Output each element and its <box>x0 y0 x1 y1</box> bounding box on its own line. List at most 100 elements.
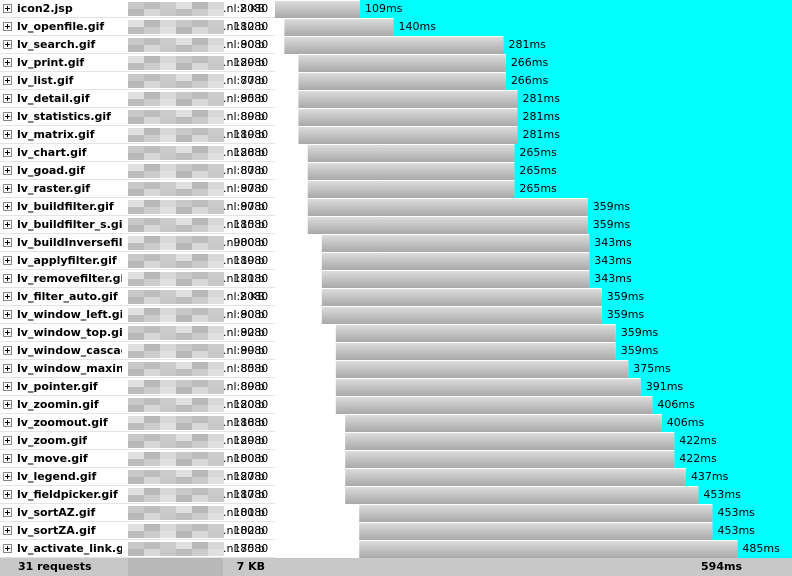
blurred-host <box>176 279 192 286</box>
blurred-host <box>208 189 224 196</box>
blurred-host <box>192 20 208 27</box>
blurred-host <box>208 513 224 520</box>
blurred-host <box>160 261 176 268</box>
blurred-host <box>128 254 144 261</box>
remaining <box>615 324 792 342</box>
blurred-host <box>144 459 160 466</box>
remaining <box>587 198 792 216</box>
host-suffix: .nl:8080 <box>223 434 268 447</box>
blurred-host <box>128 308 144 315</box>
blurred-host <box>176 272 192 279</box>
blurred-host <box>192 153 208 160</box>
time: 281ms <box>523 110 561 123</box>
size: 112 b <box>234 20 265 33</box>
blurred-host <box>160 308 176 315</box>
timing-bar <box>345 451 675 468</box>
blurred-host <box>176 135 192 142</box>
blurred-host <box>144 135 160 142</box>
blurred-host <box>160 488 176 495</box>
remaining <box>503 36 792 54</box>
blurred-host <box>208 387 224 394</box>
timing-bar <box>275 1 360 18</box>
blurred-host <box>160 344 176 351</box>
size: 115 b <box>234 218 265 231</box>
time: 281ms <box>508 38 546 51</box>
blurred-host <box>128 452 144 459</box>
remaining <box>393 18 792 36</box>
blurred-host <box>160 387 176 394</box>
blurred-host <box>144 225 160 232</box>
blurred-host <box>208 164 224 171</box>
blurred-host <box>208 524 224 531</box>
host-suffix: .nl:8080 <box>223 416 268 429</box>
size: 97 b <box>241 182 265 195</box>
blurred-host <box>208 110 224 117</box>
blurred-host <box>144 495 160 502</box>
time: 453ms <box>717 506 755 519</box>
blurred-host <box>208 128 224 135</box>
time: 375ms <box>633 362 671 375</box>
blurred-host <box>208 398 224 405</box>
file-name: lv_openfile.gif <box>17 20 104 33</box>
blurred-host <box>208 99 224 106</box>
time: 265ms <box>519 146 557 159</box>
blurred-host <box>128 495 144 502</box>
blurred-host <box>208 207 224 214</box>
remaining <box>685 468 792 486</box>
blurred-host <box>144 243 160 250</box>
blurred-host <box>176 513 192 520</box>
file-name: lv_matrix.gif <box>17 128 95 141</box>
blurred-host <box>160 362 176 369</box>
blurred-host <box>144 452 160 459</box>
file-name: lv_raster.gif <box>17 182 90 195</box>
size: 101 b <box>234 506 265 519</box>
blurred-host <box>144 189 160 196</box>
blurred-host <box>160 380 176 387</box>
timing-bar <box>335 361 629 378</box>
blurred-host <box>160 542 176 549</box>
blurred-host <box>160 549 176 556</box>
blurred-host <box>128 146 144 153</box>
host-suffix: .nl:8080 <box>223 200 268 213</box>
blurred-host <box>208 254 224 261</box>
blurred-host <box>144 81 160 88</box>
blurred-host <box>128 524 144 531</box>
blurred-host <box>160 524 176 531</box>
blurred-host <box>192 261 208 268</box>
blurred-host <box>160 135 176 142</box>
blurred-host <box>208 153 224 160</box>
blurred-host <box>144 524 160 531</box>
blurred-host <box>208 56 224 63</box>
blurred-host <box>176 128 192 135</box>
blurred-host <box>208 63 224 70</box>
blurred-host <box>176 326 192 333</box>
blurred-host <box>192 27 208 34</box>
host-suffix: .nl:8080 <box>223 488 268 501</box>
blurred-host <box>144 99 160 106</box>
host-suffix: .nl:8080 <box>223 254 268 267</box>
blurred-host <box>144 2 160 9</box>
file-name: lv_search.gif <box>17 38 95 51</box>
blurred-host <box>192 189 208 196</box>
blurred-host <box>192 531 208 538</box>
blurred-host <box>144 200 160 207</box>
blurred-host <box>208 20 224 27</box>
host-suffix: .nl:8080 <box>223 470 268 483</box>
size: 100 b <box>234 452 265 465</box>
size: 119 b <box>234 254 265 267</box>
blurred-host <box>208 272 224 279</box>
blurred-host <box>192 171 208 178</box>
blurred-host <box>144 387 160 394</box>
blurred-host <box>128 135 144 142</box>
blurred-host <box>128 362 144 369</box>
blurred-host <box>192 272 208 279</box>
blurred-host <box>144 279 160 286</box>
blurred-host <box>128 344 144 351</box>
blurred-host <box>208 470 224 477</box>
blurred-host <box>128 441 144 448</box>
blurred-host <box>160 333 176 340</box>
blurred-host <box>128 200 144 207</box>
blurred-host <box>192 243 208 250</box>
remaining <box>589 234 792 252</box>
time: 281ms <box>523 92 561 105</box>
